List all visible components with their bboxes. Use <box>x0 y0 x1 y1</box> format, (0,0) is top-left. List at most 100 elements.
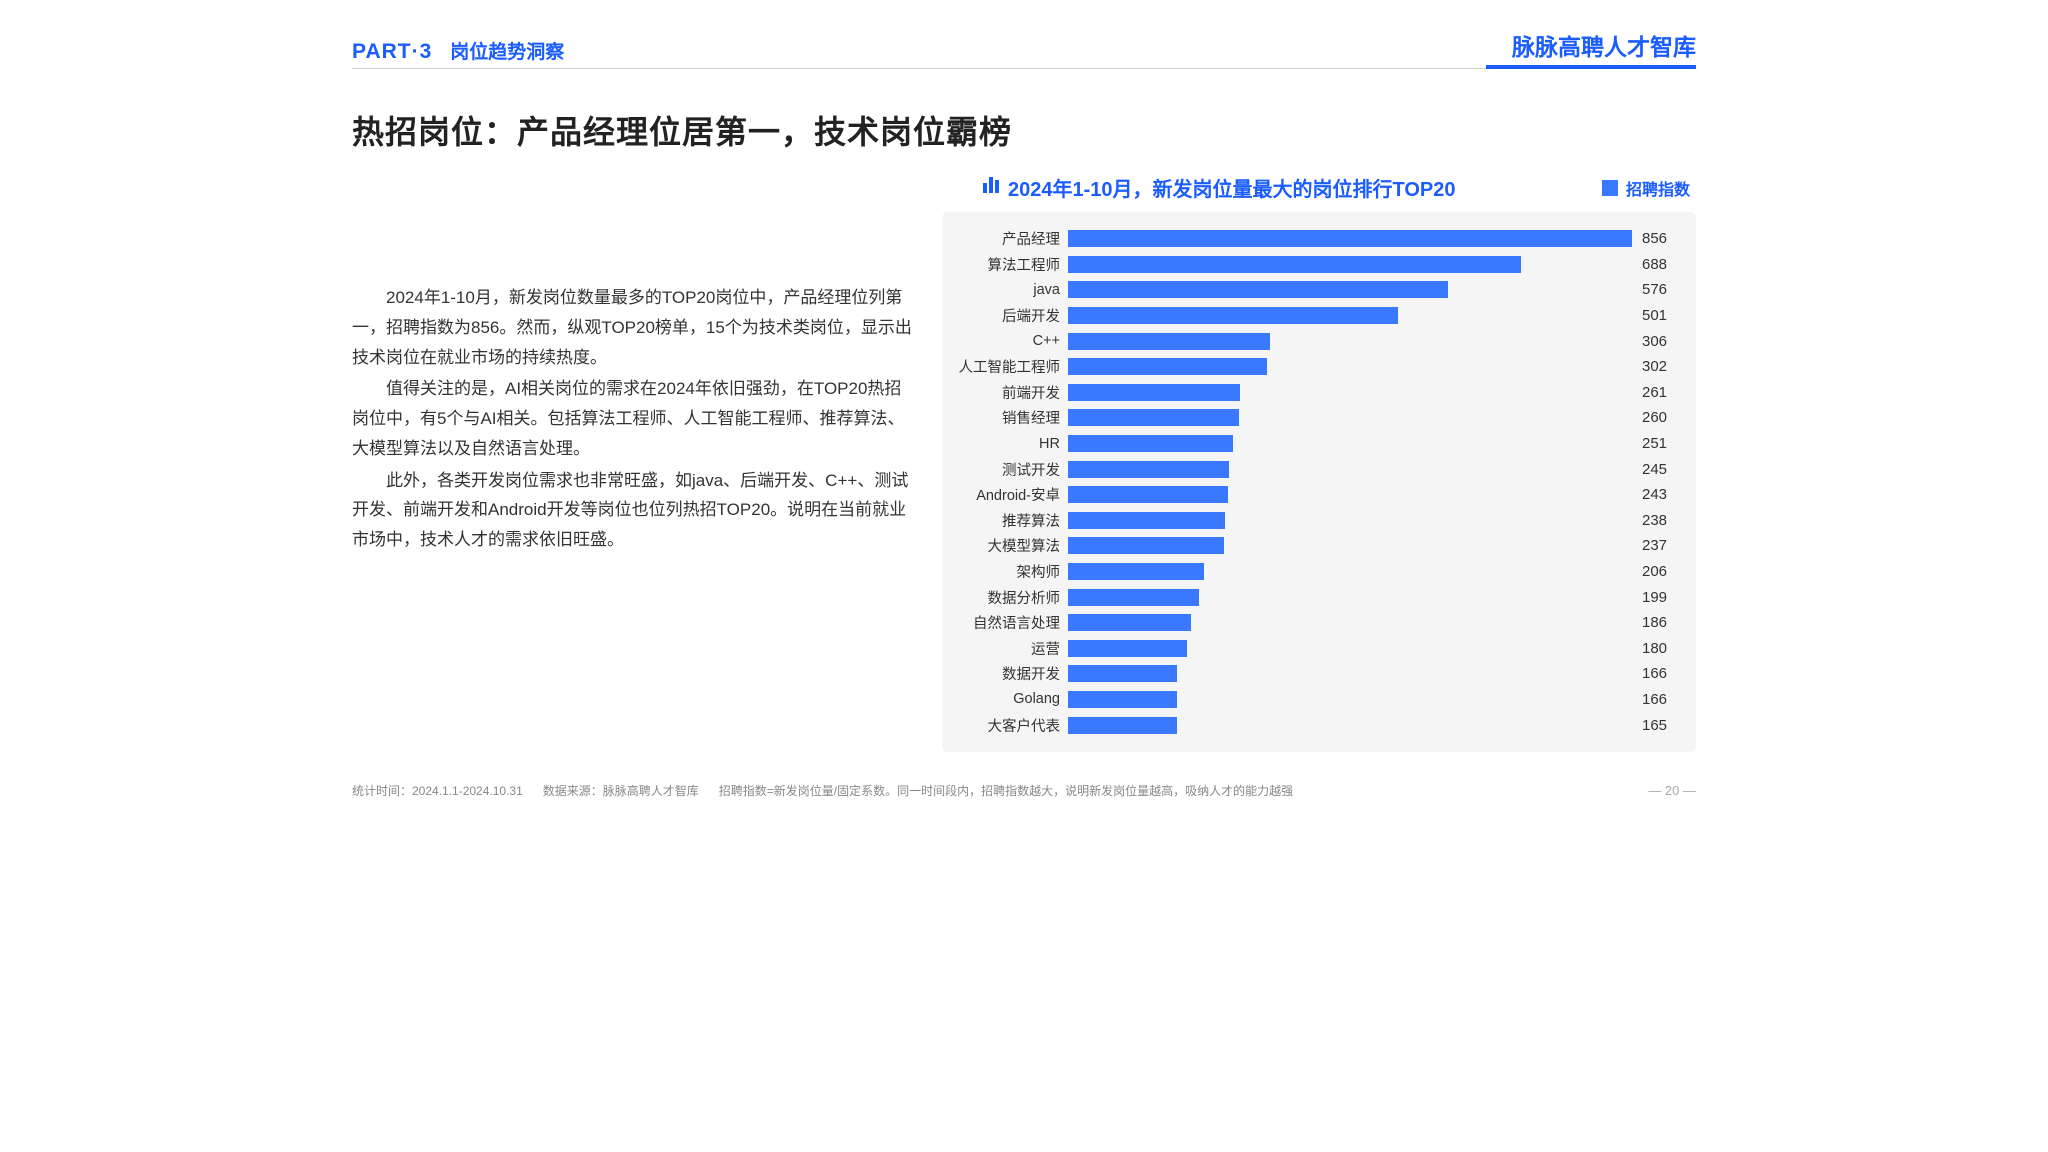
chart-title-wrap: 2024年1-10月，新发岗位量最大的岗位排行TOP20 <box>982 173 1456 202</box>
bar-track <box>1068 358 1632 375</box>
paragraph: 此外，各类开发岗位需求也非常旺盛，如java、后端开发、C++、测试开发、前端开… <box>352 466 912 555</box>
chart-box: 产品经理856算法工程师688java576后端开发501C++306人工智能工… <box>942 212 1696 752</box>
bar-value: 261 <box>1632 384 1682 401</box>
part-label: PART·3 <box>352 40 432 64</box>
bar-label: 自然语言处理 <box>950 612 1068 633</box>
bar-value: 243 <box>1632 486 1682 503</box>
bar-value: 238 <box>1632 512 1682 529</box>
bar-fill <box>1068 563 1204 580</box>
chart-header: 2024年1-10月，新发岗位量最大的岗位排行TOP20 招聘指数 <box>942 173 1696 202</box>
bar-value: 688 <box>1632 256 1682 273</box>
bar-fill <box>1068 461 1229 478</box>
bar-label: 销售经理 <box>950 407 1068 428</box>
legend-label: 招聘指数 <box>1626 176 1690 200</box>
bar-value: 199 <box>1632 589 1682 606</box>
bar-track <box>1068 486 1632 503</box>
bar-value: 165 <box>1632 717 1682 734</box>
bar-fill <box>1068 358 1267 375</box>
bar-label: 前端开发 <box>950 382 1068 403</box>
bar-fill <box>1068 717 1177 734</box>
chart-column: 2024年1-10月，新发岗位量最大的岗位排行TOP20 招聘指数 产品经理 85… <box>942 173 1696 752</box>
bar-fill <box>1068 230 1632 247</box>
bar-fill <box>1068 333 1270 350</box>
bar-track <box>1068 384 1632 401</box>
bar-label: 数据开发 <box>950 663 1068 684</box>
bar-fill <box>1068 614 1191 631</box>
bar-row: HR251 <box>950 431 1682 457</box>
bar-fill <box>1068 537 1224 554</box>
bar-track <box>1068 256 1632 273</box>
bar-value: 180 <box>1632 640 1682 657</box>
bar-label: java <box>950 282 1068 298</box>
bar-row: 架构师 206 <box>950 559 1682 585</box>
brand-underline <box>1486 65 1696 69</box>
bar-label: 大模型算法 <box>950 535 1068 556</box>
bar-fill <box>1068 665 1177 682</box>
page-number: — 20 — <box>1648 783 1696 798</box>
bar-row: 数据开发 166 <box>950 661 1682 687</box>
bar-track <box>1068 281 1632 298</box>
report-page: PART·3 岗位趋势洞察 脉脉高聘人才智库 热招岗位：产品经理位居第一，技术岗… <box>294 0 1754 821</box>
bar-track <box>1068 230 1632 247</box>
footer-left: 统计时间：2024.1.1-2024.10.31 数据来源：脉脉高聘人才智库 招… <box>352 782 1293 799</box>
bar-value: 501 <box>1632 307 1682 324</box>
bar-row: 前端开发 261 <box>950 380 1682 406</box>
page-title: 热招岗位：产品经理位居第一，技术岗位霸榜 <box>352 107 1696 153</box>
bar-label: 推荐算法 <box>950 510 1068 531</box>
chart-title: 2024年1-10月，新发岗位量最大的岗位排行TOP20 <box>1008 173 1456 202</box>
bar-label: HR <box>950 436 1068 452</box>
bar-track <box>1068 640 1632 657</box>
bar-value: 302 <box>1632 358 1682 375</box>
bar-fill <box>1068 640 1187 657</box>
bar-value: 166 <box>1632 665 1682 682</box>
bar-row: 产品经理 856 <box>950 226 1682 252</box>
footer-note: 招聘指数=新发岗位量/固定系数。同一时间段内，招聘指数越大，说明新发岗位量越高，… <box>719 782 1293 799</box>
bar-value: 856 <box>1632 230 1682 247</box>
bar-fill <box>1068 409 1239 426</box>
bar-track <box>1068 435 1632 452</box>
text-column: 2024年1-10月，新发岗位数量最多的TOP20岗位中，产品经理位列第一，招聘… <box>352 173 912 752</box>
brand-name: 脉脉高聘人才智库 <box>1512 28 1696 64</box>
bar-fill <box>1068 384 1240 401</box>
data-source: 数据来源：脉脉高聘人才智库 <box>543 782 699 799</box>
bar-fill <box>1068 589 1199 606</box>
bar-track <box>1068 589 1632 606</box>
header-left: PART·3 岗位趋势洞察 <box>352 37 564 64</box>
bar-label: 架构师 <box>950 561 1068 582</box>
bar-fill <box>1068 435 1233 452</box>
bar-fill <box>1068 256 1521 273</box>
bar-value: 186 <box>1632 614 1682 631</box>
bar-label: 产品经理 <box>950 228 1068 249</box>
bar-label: 数据分析师 <box>950 587 1068 608</box>
bar-value: 306 <box>1632 333 1682 350</box>
bar-row: 测试开发245 <box>950 456 1682 482</box>
bar-track <box>1068 665 1632 682</box>
bar-row: 推荐算法 238 <box>950 508 1682 534</box>
bar-value: 166 <box>1632 691 1682 708</box>
paragraph: 2024年1-10月，新发岗位数量最多的TOP20岗位中，产品经理位列第一，招聘… <box>352 283 912 372</box>
bar-track <box>1068 409 1632 426</box>
bar-row: 数据分析师 199 <box>950 584 1682 610</box>
bar-value: 206 <box>1632 563 1682 580</box>
part-subtitle: 岗位趋势洞察 <box>450 37 564 64</box>
bar-track <box>1068 307 1632 324</box>
bar-track <box>1068 333 1632 350</box>
bar-track <box>1068 563 1632 580</box>
bar-row: 人工智能工程师302 <box>950 354 1682 380</box>
page-footer: 统计时间：2024.1.1-2024.10.31 数据来源：脉脉高聘人才智库 招… <box>352 782 1696 799</box>
bar-row: 自然语言处理 186 <box>950 610 1682 636</box>
content-row: 2024年1-10月，新发岗位数量最多的TOP20岗位中，产品经理位列第一，招聘… <box>352 173 1696 752</box>
bar-track <box>1068 461 1632 478</box>
bar-value: 576 <box>1632 281 1682 298</box>
chart-legend: 招聘指数 <box>1602 176 1690 200</box>
bar-value: 260 <box>1632 409 1682 426</box>
bar-track <box>1068 717 1632 734</box>
bar-fill <box>1068 486 1228 503</box>
bar-track <box>1068 512 1632 529</box>
bar-chart-icon <box>982 177 1000 198</box>
bar-label: Android-安卓 <box>950 484 1068 505</box>
bar-label: Golang <box>950 691 1068 707</box>
bar-row: java 576 <box>950 277 1682 303</box>
bar-row: 大客户代表165 <box>950 712 1682 738</box>
paragraph: 值得关注的是，AI相关岗位的需求在2024年依旧强劲，在TOP20热招岗位中，有… <box>352 374 912 463</box>
